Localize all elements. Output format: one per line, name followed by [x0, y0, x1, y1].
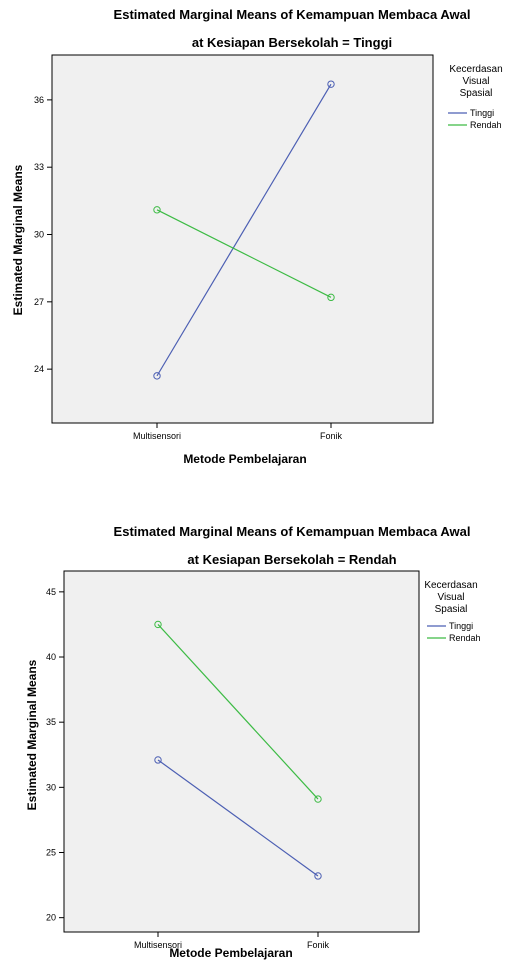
y-tick-label: 20	[46, 913, 56, 923]
y-tick-label: 27	[34, 297, 44, 307]
chart-subtitle: at Kesiapan Bersekolah = Tinggi	[192, 35, 392, 50]
data-point	[154, 756, 162, 764]
legend-title-line-2: Visual	[437, 592, 464, 603]
chart-2: Estimated Marginal Means of Kemampuan Me…	[0, 480, 513, 967]
y-tick-label: 45	[46, 587, 56, 597]
y-tick-label: 36	[34, 95, 44, 105]
y-tick-label: 33	[34, 162, 44, 172]
x-tick-label: Multisensori	[133, 431, 181, 441]
data-point	[314, 872, 322, 880]
data-point	[153, 206, 161, 214]
data-point	[327, 80, 335, 88]
data-point	[154, 620, 162, 629]
legend-title-line-3: Spasial	[460, 88, 493, 99]
legend-title-line-1: Kecerdasan	[449, 64, 502, 75]
legend-label-rendah: Rendah	[470, 120, 502, 130]
data-point	[327, 293, 335, 302]
series-line-rendah	[157, 624, 319, 800]
y-tick-label: 24	[34, 364, 44, 374]
y-tick-label: 40	[46, 652, 56, 662]
series-line-tinggi	[156, 83, 332, 377]
series-line-tinggi	[157, 759, 319, 877]
legend-label-tinggi: Tinggi	[470, 108, 494, 118]
y-tick-label: 30	[34, 230, 44, 240]
legend-label-tinggi: Tinggi	[449, 621, 473, 631]
y-axis-label: Estimated Marginal Means	[11, 164, 25, 315]
data-point	[314, 795, 322, 803]
chart-1: Estimated Marginal Means of Kemampuan Me…	[11, 7, 503, 466]
y-tick-label: 25	[46, 848, 56, 858]
plot-area	[63, 570, 420, 933]
x-tick-label: Multisensori	[134, 940, 182, 950]
y-tick-label: 35	[46, 717, 56, 727]
x-tick-label: Fonik	[307, 940, 330, 950]
x-axis-label: Metode Pembelajaran	[169, 946, 292, 960]
x-axis-label: Metode Pembelajaran	[183, 452, 306, 466]
plot-area	[51, 54, 434, 424]
series-line-rendah	[156, 209, 332, 298]
legend-label-rendah: Rendah	[449, 633, 481, 643]
chart-title: Estimated Marginal Means of Kemampuan Me…	[114, 7, 471, 22]
chart-1-svg: Estimated Marginal Means of Kemampuan Me…	[11, 7, 503, 466]
chart-subtitle: at Kesiapan Bersekolah = Rendah	[187, 552, 396, 567]
legend-title-line-3: Spasial	[435, 604, 468, 615]
legend-title-line-1: Kecerdasan	[424, 580, 477, 591]
x-tick-label: Fonik	[320, 431, 343, 441]
data-point	[153, 372, 161, 380]
y-axis-label: Estimated Marginal Means	[25, 659, 39, 810]
legend-title-line-2: Visual	[462, 76, 489, 87]
y-tick-label: 30	[46, 782, 56, 792]
chart-2-svg: Estimated Marginal Means of Kemampuan Me…	[25, 524, 481, 960]
chart-title: Estimated Marginal Means of Kemampuan Me…	[114, 524, 471, 539]
